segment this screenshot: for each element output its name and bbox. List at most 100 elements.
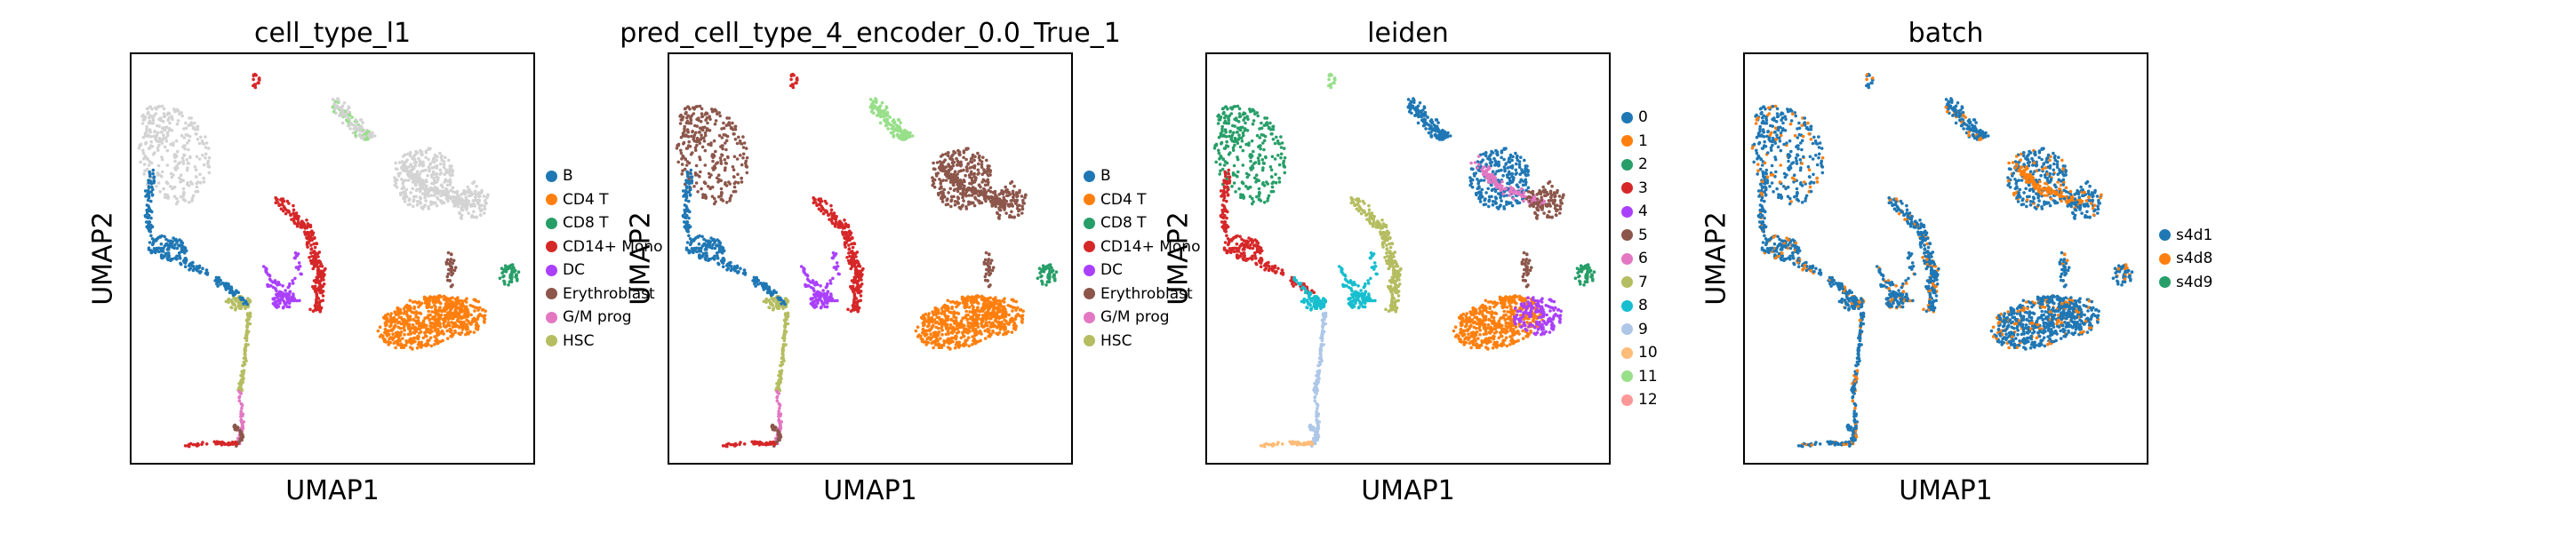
panel-1-point: [187, 201, 191, 204]
panel-1-point: [312, 250, 316, 253]
panel-2-point: [964, 192, 968, 196]
panel-1-point: [439, 313, 444, 317]
panel-1-point: [149, 190, 153, 194]
panel-1-point: [174, 139, 179, 143]
panel-2-point: [896, 129, 900, 133]
panel-1-legend-label: HSC: [563, 331, 595, 350]
panel-1-point: [465, 297, 468, 301]
panel-2-point: [1020, 207, 1025, 211]
panel-2-point: [1019, 307, 1023, 312]
panel-1-cluster-rightLite: [449, 179, 490, 220]
panel-1-point: [195, 155, 199, 159]
panel-2-point: [896, 124, 900, 129]
panel-2-point: [939, 337, 942, 340]
panel-1-point: [384, 314, 388, 319]
panel-1-point: [439, 162, 443, 166]
panel-1-point: [167, 251, 171, 255]
panel-1-point: [148, 144, 153, 147]
panel-2-point: [675, 147, 679, 150]
panel-1-point: [204, 146, 208, 149]
panel-1-point: [423, 203, 427, 207]
panel-1-point: [144, 195, 148, 198]
panel-1-point: [418, 163, 421, 167]
panel-2-point: [829, 203, 833, 208]
panel-1-point: [357, 133, 362, 137]
panel-1-point: [471, 305, 475, 308]
panel-2-point: [684, 157, 687, 162]
panel-2-point: [733, 138, 738, 141]
panel-1-point: [383, 322, 388, 325]
panel-1-point: [230, 306, 234, 310]
panel-1-point: [317, 306, 322, 310]
panel-2-point: [702, 136, 706, 139]
panel-1-point: [190, 196, 195, 200]
panel-2-point: [966, 295, 970, 298]
panel-1-point: [193, 128, 197, 131]
panel-2-point: [725, 134, 730, 139]
panel-1-point: [283, 206, 286, 210]
panel-2-point: [681, 154, 684, 158]
panel-2-point: [1012, 326, 1016, 330]
panel-2-point: [1009, 305, 1012, 308]
panel-2-point: [729, 268, 733, 273]
panel-2-point: [846, 225, 851, 229]
panel-1-point: [181, 162, 186, 165]
panel-1-point: [345, 118, 348, 123]
panel-1-point: [473, 309, 476, 313]
panel-1-point: [207, 155, 212, 160]
panel-1-point: [292, 203, 295, 208]
panel-1-point: [146, 157, 149, 162]
panel-2-cluster-leftstem: [681, 168, 694, 238]
panel-2-cluster-bclump: [684, 234, 726, 262]
panel-1-point: [172, 107, 176, 111]
panel-2-point: [942, 322, 947, 326]
panel-2-point: [684, 107, 688, 110]
panel-2-point: [724, 147, 728, 152]
panel-1-point: [409, 332, 412, 336]
panel-2-point: [695, 117, 699, 122]
panel-2-point: [731, 128, 735, 131]
panel-2-point: [852, 280, 855, 283]
panel-1-point: [193, 121, 196, 125]
panel-1-point: [466, 185, 469, 189]
panel-1-point: [404, 195, 409, 199]
panel-2-point: [704, 111, 708, 115]
panel-2-point: [990, 199, 994, 203]
panel-1-point: [144, 220, 148, 224]
panel-2-point: [686, 209, 691, 213]
panel-1-point: [445, 258, 450, 262]
panel-1-point: [387, 343, 391, 346]
panel-2-point: [956, 161, 961, 165]
panel-2-point: [1016, 306, 1020, 310]
panel-1-point: [317, 282, 322, 286]
panel-1-point: [479, 203, 484, 207]
panel-1-point: [207, 171, 212, 175]
panel-1-point: [445, 297, 450, 300]
panel-1-point: [184, 126, 188, 131]
panel-2-point: [718, 156, 723, 160]
panel-1-point: [148, 172, 152, 176]
panel-1-point: [436, 295, 440, 299]
panel-2-point: [983, 258, 988, 262]
panel-1-point: [294, 211, 299, 215]
panel-1-point: [146, 107, 150, 110]
panel-2-point: [988, 272, 993, 275]
panel-1-point: [381, 337, 386, 340]
panel-1-point: [162, 115, 166, 119]
panel-1-point: [428, 336, 433, 340]
panel-1-point: [432, 155, 436, 160]
panel-2-point: [948, 326, 952, 330]
panel-2-point: [1016, 213, 1020, 217]
panel-2-point: [947, 346, 950, 349]
panel-2-point: [934, 335, 939, 338]
panel-1-point: [182, 190, 186, 195]
panel-2-point: [1011, 309, 1014, 313]
panel-1-point: [149, 139, 153, 144]
panel-1-point: [415, 346, 420, 350]
panel-1-point: [171, 117, 174, 121]
panel-2-point: [706, 239, 709, 243]
panel-2-point: [1002, 195, 1005, 199]
panel-1-point: [312, 242, 316, 246]
panel-2-point: [968, 310, 972, 314]
panel-1-point: [444, 155, 447, 159]
